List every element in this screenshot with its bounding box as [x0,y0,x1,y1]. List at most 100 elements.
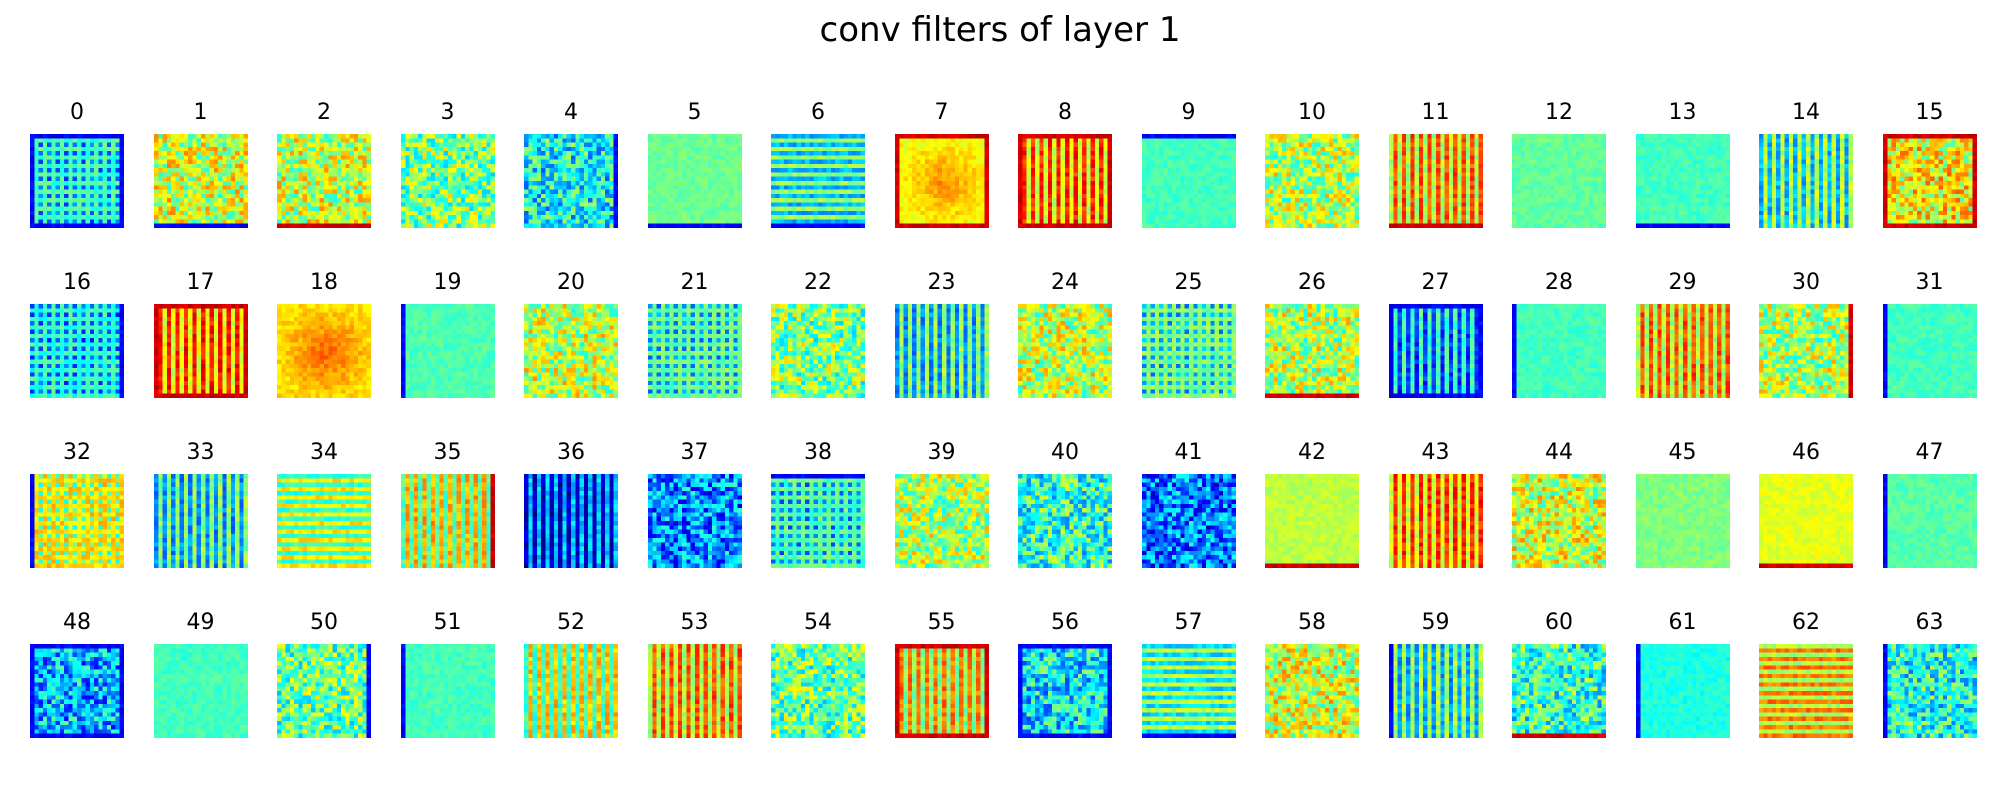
filter-index-label: 39 [895,440,989,466]
filter-panel: 58 [1265,610,1359,738]
filter-panel: 17 [153,270,248,398]
filter-heatmap [1141,474,1236,568]
filter-index-label: 14 [1759,100,1853,126]
filter-panel: 22 [771,270,865,398]
filter-panel: 3 [400,100,495,228]
filter-heatmap [1635,134,1730,228]
filter-index-label: 62 [1759,610,1853,636]
filter-panel: 50 [277,610,371,738]
filter-index-label: 0 [30,100,124,126]
filter-panel: 23 [894,270,989,398]
filter-panel: 62 [1759,610,1853,738]
filter-index-label: 35 [401,440,495,466]
filter-panel: 24 [1018,270,1112,398]
filter-index-label: 51 [401,610,495,636]
filter-heatmap [1759,644,1853,738]
filter-heatmap [771,474,865,568]
filter-heatmap [1882,304,1977,398]
filter-index-label: 25 [1142,270,1236,296]
filter-heatmap [1512,644,1606,738]
filter-panel: 48 [30,610,124,738]
filter-heatmap [894,134,989,228]
filter-panel: 36 [524,440,618,568]
filter-panel: 12 [1512,100,1606,228]
filter-heatmap [647,134,742,228]
filter-heatmap [153,644,248,738]
filter-index-label: 4 [524,100,618,126]
filter-panel: 45 [1635,440,1730,568]
filter-index-label: 19 [401,270,495,296]
filter-panel: 20 [524,270,618,398]
filter-index-label: 13 [1636,100,1730,126]
filter-heatmap [277,644,371,738]
filter-index-label: 33 [154,440,248,466]
filter-heatmap [1388,304,1483,398]
filter-heatmap [1388,474,1483,568]
filter-heatmap [30,474,124,568]
filter-panel: 46 [1759,440,1853,568]
filter-index-label: 16 [30,270,124,296]
filter-panel: 26 [1265,270,1359,398]
filter-heatmap [1759,134,1853,228]
filter-heatmap [400,134,495,228]
filter-panel: 55 [894,610,989,738]
filter-heatmap [771,644,865,738]
filter-heatmap [524,644,618,738]
filter-index-label: 15 [1883,100,1977,126]
filter-panel: 10 [1265,100,1359,228]
filter-panel: 52 [524,610,618,738]
filter-panel: 21 [647,270,742,398]
filter-index-label: 12 [1512,100,1606,126]
filter-index-label: 20 [524,270,618,296]
filter-panel: 33 [153,440,248,568]
filter-heatmap [1882,474,1977,568]
filter-heatmap [153,304,248,398]
filter-index-label: 57 [1142,610,1236,636]
filter-index-label: 43 [1389,440,1483,466]
filter-panel: 29 [1635,270,1730,398]
filter-panel: 7 [894,100,989,228]
filter-panel: 61 [1635,610,1730,738]
filter-index-label: 63 [1883,610,1977,636]
filter-index-label: 42 [1265,440,1359,466]
filter-panel: 57 [1141,610,1236,738]
filter-index-label: 17 [154,270,248,296]
filter-heatmap [30,304,124,398]
filter-panel: 27 [1388,270,1483,398]
filter-heatmap [647,474,742,568]
filter-index-label: 7 [895,100,989,126]
filter-panel: 53 [647,610,742,738]
filter-panel: 59 [1388,610,1483,738]
filter-panel: 1 [153,100,248,228]
filter-heatmap [771,134,865,228]
filter-index-label: 32 [30,440,124,466]
filter-index-label: 59 [1389,610,1483,636]
filter-panel: 47 [1882,440,1977,568]
filter-index-label: 2 [277,100,371,126]
filter-heatmap [1265,474,1359,568]
filter-panel: 5 [647,100,742,228]
filter-index-label: 60 [1512,610,1606,636]
filter-panel: 44 [1512,440,1606,568]
filter-panel: 16 [30,270,124,398]
filter-heatmap [1018,304,1112,398]
filter-heatmap [277,474,371,568]
filter-heatmap [1265,134,1359,228]
filter-panel: 40 [1018,440,1112,568]
filter-panel: 51 [400,610,495,738]
filter-heatmap [1018,474,1112,568]
filter-panel: 28 [1512,270,1606,398]
filter-index-label: 53 [648,610,742,636]
filter-heatmap [1512,474,1606,568]
filter-heatmap [1141,304,1236,398]
filter-panel: 30 [1759,270,1853,398]
filter-index-label: 55 [895,610,989,636]
filter-heatmap [647,304,742,398]
filter-panel: 6 [771,100,865,228]
filter-index-label: 61 [1636,610,1730,636]
filter-panel: 31 [1882,270,1977,398]
filter-heatmap [524,304,618,398]
filter-index-label: 54 [771,610,865,636]
filter-heatmap [400,644,495,738]
filter-panel: 54 [771,610,865,738]
